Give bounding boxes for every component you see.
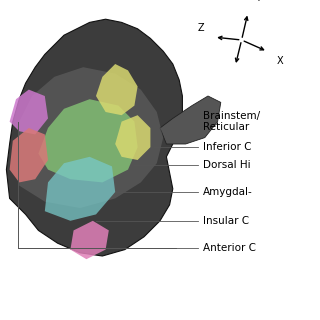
Polygon shape: [96, 64, 138, 115]
Text: Insular C: Insular C: [203, 216, 249, 226]
Polygon shape: [115, 115, 150, 160]
Polygon shape: [6, 19, 182, 256]
Polygon shape: [19, 67, 163, 208]
Text: Dorsal Hi: Dorsal Hi: [203, 160, 251, 171]
Polygon shape: [10, 128, 48, 182]
Text: X: X: [277, 56, 284, 66]
Text: Inferior C: Inferior C: [203, 142, 252, 152]
Polygon shape: [45, 157, 115, 221]
Polygon shape: [10, 90, 48, 134]
Text: Y: Y: [255, 0, 260, 3]
Polygon shape: [38, 99, 138, 182]
Polygon shape: [70, 221, 109, 259]
Text: Brainstem/
Reticular: Brainstem/ Reticular: [203, 111, 260, 132]
Polygon shape: [160, 96, 221, 144]
Text: Amygdal-: Amygdal-: [203, 187, 253, 197]
Text: Z: Z: [198, 22, 205, 33]
Text: Anterior C: Anterior C: [203, 243, 256, 253]
